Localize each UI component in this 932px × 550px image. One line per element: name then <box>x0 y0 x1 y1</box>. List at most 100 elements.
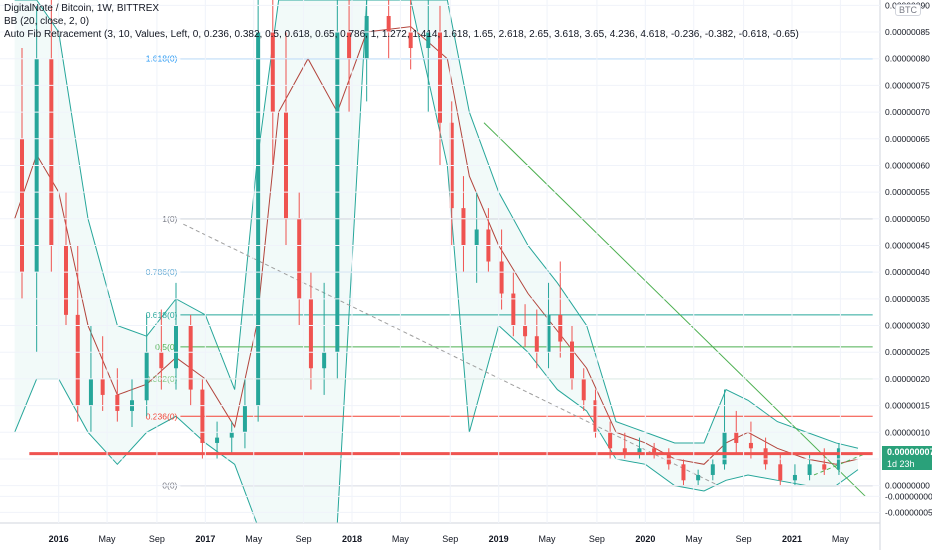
y-tick-label: 0.00000055 <box>885 187 930 197</box>
candle-body <box>792 474 797 481</box>
candle-body <box>681 464 686 481</box>
candle-body <box>652 448 657 454</box>
y-tick-label: 0.00000065 <box>885 134 930 144</box>
x-tick-label: Sep <box>149 534 165 544</box>
candle-body <box>734 432 739 443</box>
candle-body <box>593 400 598 433</box>
candle-body <box>608 432 613 449</box>
y-tick-label: 0.00000040 <box>885 267 930 277</box>
y-tick-label: -0.00000005 <box>885 507 932 517</box>
last-price-value: 0.00000007 <box>887 447 932 457</box>
y-tick-label: 0.00000085 <box>885 27 930 37</box>
x-tick-label: 2018 <box>342 534 362 544</box>
candle-body <box>159 352 164 369</box>
candle-body <box>88 378 93 406</box>
candle-body <box>322 352 327 369</box>
currency-badge[interactable]: BTC <box>895 4 921 16</box>
candle-body <box>75 314 80 406</box>
y-tick-label: 0.00000070 <box>885 107 930 117</box>
candle-body <box>807 464 812 475</box>
fib-level-label: 0.236(0) <box>146 411 178 421</box>
bar-countdown: 1d 23h <box>887 459 915 469</box>
candle-body <box>534 336 539 353</box>
candle-body <box>242 405 247 433</box>
candle-body <box>581 378 586 401</box>
y-tick-label: 0.00000025 <box>885 347 930 357</box>
candle-body <box>637 448 642 454</box>
candle-body <box>696 474 701 481</box>
candle-body <box>308 298 313 369</box>
candle-body <box>426 32 431 49</box>
x-tick-label: Sep <box>296 534 312 544</box>
candle-body <box>297 218 302 299</box>
candle-body <box>115 394 120 411</box>
y-tick-label: 0.00000060 <box>885 160 930 170</box>
candle-body <box>710 464 715 475</box>
y-tick-label: 0.00000010 <box>885 427 930 437</box>
time-axis[interactable]: 2016 May Sep 2017 May Sep 2018 May Sep 2019 May Sep… <box>49 0 850 544</box>
candle-body <box>546 314 551 353</box>
candle-body <box>622 448 627 454</box>
x-tick-label: May <box>832 534 850 544</box>
x-tick-label: May <box>685 534 703 544</box>
y-tick-label: 0.00000035 <box>885 294 930 304</box>
candle-body <box>229 432 234 438</box>
candle-body <box>461 208 466 246</box>
candle-body <box>347 32 352 59</box>
y-tick-label: 0.00000030 <box>885 321 930 331</box>
candle-body <box>188 325 193 390</box>
x-tick-label: May <box>245 534 263 544</box>
y-tick-label: 0.00000045 <box>885 240 930 250</box>
candle-body <box>558 314 563 342</box>
bollinger-legend[interactable]: BB (20, close, 2, 0) <box>4 16 90 27</box>
candle-body <box>722 432 727 465</box>
y-tick-label: 0.00000000 <box>885 481 930 491</box>
candle-body <box>523 325 528 337</box>
candle-body <box>570 341 574 379</box>
candle-body <box>386 16 391 33</box>
candle-body <box>822 464 827 470</box>
bollinger-fill <box>14 0 858 523</box>
candle-body <box>763 448 768 465</box>
symbol-legend[interactable]: DigitalNote / Bitcoin, 1W, BITTREX <box>4 3 160 14</box>
candle-body <box>200 389 205 443</box>
y-tick-label: 0.00000020 <box>885 374 930 384</box>
x-tick-label: 2021 <box>782 534 802 544</box>
candle-body <box>499 261 504 294</box>
x-tick-label: Sep <box>736 534 752 544</box>
candle-body <box>364 16 369 59</box>
candle-body <box>174 325 178 369</box>
candle-body <box>20 138 24 273</box>
y-tick-label: 0.00000080 <box>885 54 930 64</box>
candle-body <box>64 245 68 315</box>
x-tick-label: May <box>539 534 557 544</box>
y-tick-label: -0.00000000 <box>885 491 932 501</box>
candle-body <box>511 293 516 326</box>
x-tick-label: May <box>99 534 117 544</box>
trend-line <box>183 223 719 487</box>
y-tick-label: 0.00000075 <box>885 80 930 90</box>
candle-body <box>215 437 220 443</box>
x-tick-label: Sep <box>589 534 605 544</box>
x-tick-label: 2020 <box>635 534 655 544</box>
x-tick-label: 2019 <box>489 534 509 544</box>
x-tick-label: Sep <box>442 534 458 544</box>
trend-line <box>813 453 866 476</box>
candle-body <box>438 32 442 123</box>
candle-body <box>49 58 54 246</box>
candle-body <box>100 378 105 395</box>
fib-legend[interactable]: Auto Fib Retracement (3, 10, Values, Lef… <box>4 29 799 40</box>
candle-body <box>144 352 149 401</box>
last-price-label: 0.00000007 1d 23h <box>882 446 932 470</box>
candle-body <box>408 32 413 49</box>
candle-body <box>270 32 275 113</box>
x-tick-label: 2016 <box>49 534 69 544</box>
y-tick-label: 0.00000015 <box>885 401 930 411</box>
candle-body <box>778 464 783 481</box>
x-tick-label: May <box>392 534 410 544</box>
x-tick-label: 2017 <box>195 534 215 544</box>
candle-body <box>748 442 753 449</box>
candle-body <box>474 229 479 246</box>
y-tick-label: 0.00000050 <box>885 214 930 224</box>
